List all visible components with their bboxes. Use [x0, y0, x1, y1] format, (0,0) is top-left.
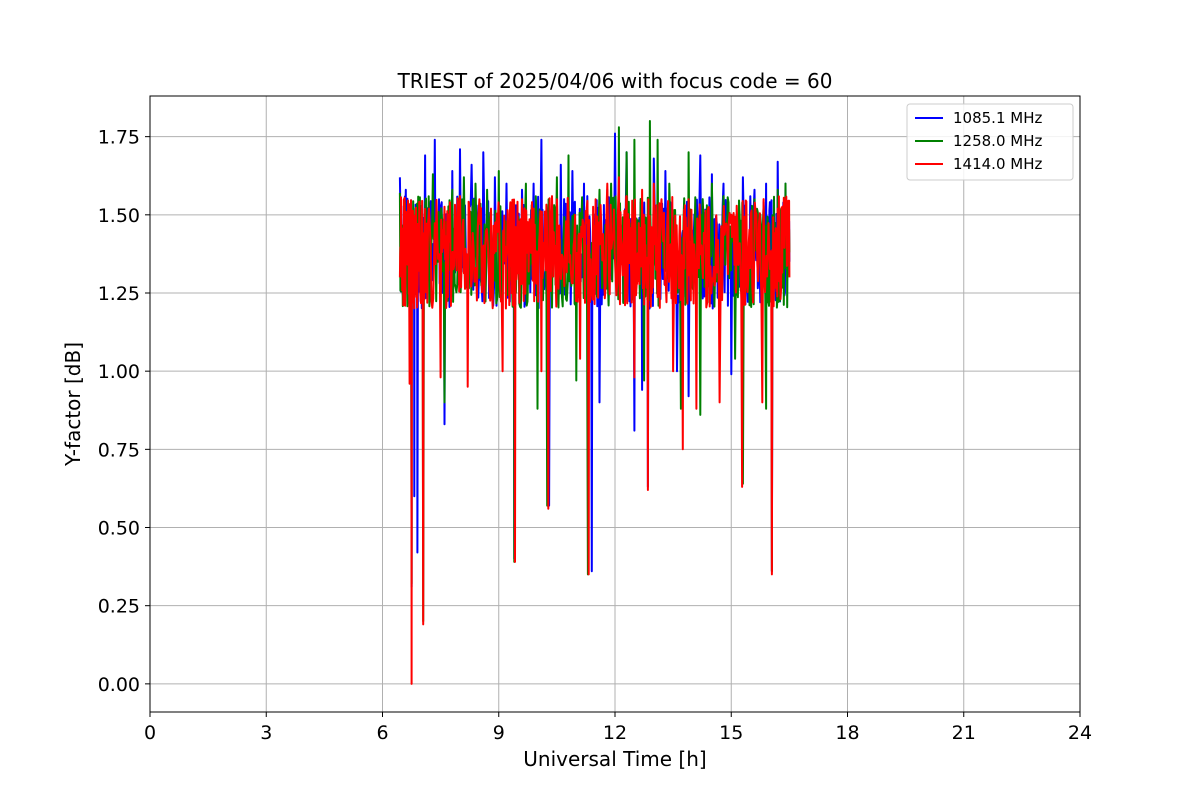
- x-tick-label: 3: [260, 722, 272, 744]
- x-axis-ticks: 0 3 6 9 12 15 18 21 24: [144, 712, 1092, 744]
- y-tick-label: 1.25: [98, 283, 140, 305]
- legend-label: 1085.1 MHz: [953, 109, 1042, 127]
- x-tick-label: 15: [719, 722, 743, 744]
- y-tick-label: 1.75: [98, 127, 140, 149]
- legend-label: 1414.0 MHz: [953, 155, 1042, 173]
- legend-box: [906, 103, 1074, 181]
- x-tick-label: 24: [1068, 722, 1092, 744]
- x-tick-label: 6: [376, 722, 388, 744]
- y-axis-ticks: 0.00 0.25 0.50 0.75 1.00 1.25 1.50 1.75: [98, 127, 150, 696]
- chart-title: TRIEST of 2025/04/06 with focus code = 6…: [397, 69, 833, 93]
- y-tick-label: 0.25: [98, 596, 140, 618]
- x-tick-label: 21: [952, 722, 976, 744]
- series-layer: [398, 120, 791, 685]
- y-tick-label: 0.50: [98, 518, 140, 540]
- series-line-2: [398, 176, 791, 685]
- series-line-1: [398, 120, 791, 623]
- x-axis-label: Universal Time [h]: [523, 747, 706, 771]
- x-tick-label: 0: [144, 722, 156, 744]
- x-tick-label: 18: [835, 722, 859, 744]
- y-tick-label: 0.00: [98, 674, 140, 696]
- x-tick-label: 12: [603, 722, 627, 744]
- y-axis-label: Y-factor [dB]: [61, 342, 85, 467]
- legend-label: 1258.0 MHz: [953, 132, 1042, 150]
- legend: 1085.1 MHz 1258.0 MHz 1414.0 MHz: [906, 103, 1074, 181]
- x-tick-label: 9: [493, 722, 505, 744]
- y-tick-label: 1.00: [98, 361, 140, 383]
- y-tick-label: 1.50: [98, 205, 140, 227]
- y-tick-label: 0.75: [98, 439, 140, 461]
